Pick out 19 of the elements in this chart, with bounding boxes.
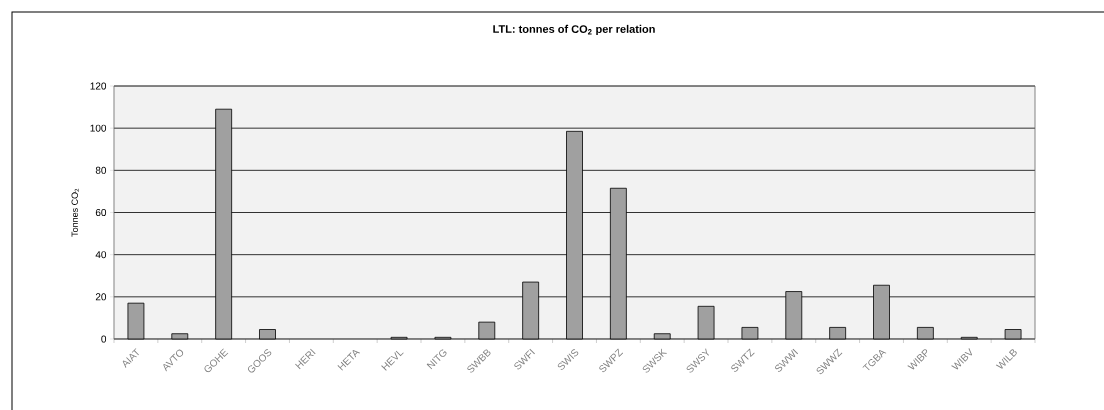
bar bbox=[478, 321, 496, 340]
bar bbox=[171, 333, 189, 340]
bar bbox=[829, 327, 847, 340]
y-tick-label: 120 bbox=[90, 82, 107, 90]
y-tick-label: 0 bbox=[101, 335, 107, 343]
bar bbox=[741, 327, 759, 340]
bar bbox=[697, 305, 715, 340]
chart-title: LTL: tonnes of CO$_{2}$ per relation bbox=[493, 24, 655, 36]
y-tick-label: 80 bbox=[95, 166, 107, 174]
y-tick-label: 40 bbox=[95, 251, 107, 259]
y-tick-label: 100 bbox=[90, 124, 107, 132]
bar bbox=[127, 302, 145, 340]
y-tick-label: 60 bbox=[95, 208, 107, 217]
y-axis-title: Tonnes CO$_{2}$ bbox=[71, 188, 79, 237]
bar bbox=[1004, 329, 1022, 340]
bar bbox=[259, 329, 276, 340]
y-tick-label: 20 bbox=[95, 293, 107, 301]
bar bbox=[653, 333, 671, 340]
bar bbox=[916, 327, 934, 340]
